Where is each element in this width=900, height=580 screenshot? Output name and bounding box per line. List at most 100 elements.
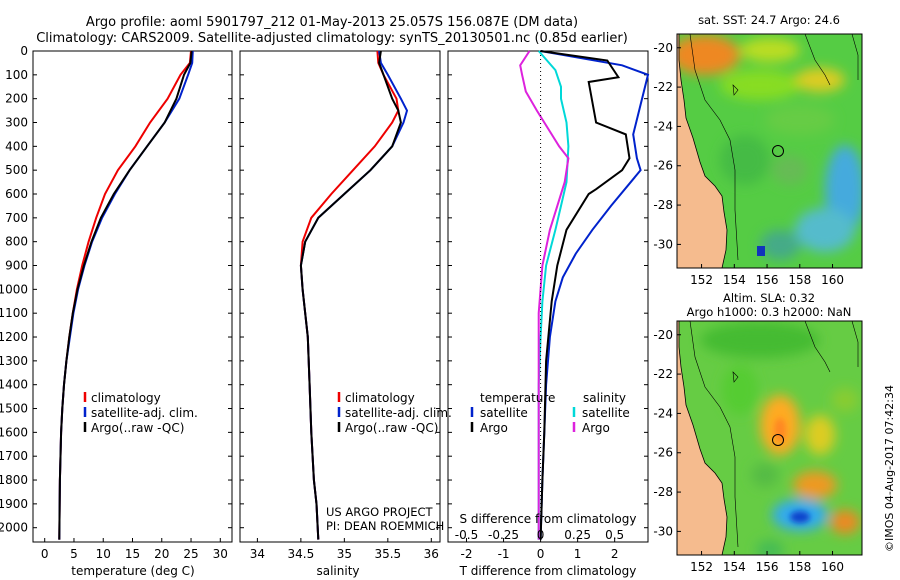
- pi-label: PI: DEAN ROEMMICH: [326, 519, 444, 533]
- reef-contour-2: [851, 321, 859, 367]
- s-diff-tick-label: -0.5: [455, 528, 478, 542]
- s-difference-xlabel: S difference from climatology: [460, 512, 637, 526]
- salinity-line-argo: [299, 50, 402, 540]
- x-tick-label: 35: [337, 547, 352, 561]
- legend-label-climatology: climatology: [345, 391, 415, 405]
- map-x-tick-label: 156: [756, 273, 779, 287]
- depth-tick-label: 1600: [0, 425, 28, 439]
- map2-y-axis: -20 -22 -24 -26 -28 -30: [653, 328, 681, 538]
- x-tick-label: 2: [611, 547, 619, 561]
- x-tick-label: 35.5: [374, 547, 401, 561]
- depth-tick-label: 1200: [0, 330, 28, 344]
- map-y-tick-label: -26: [653, 159, 673, 173]
- map-x-tick-label: 160: [821, 560, 844, 574]
- depth-tick-label: 1700: [0, 449, 28, 463]
- temperature-line-satellite-adj: [58, 50, 194, 540]
- depth-tick-label: 1000: [0, 282, 28, 296]
- x-tick-label: 30: [213, 547, 228, 561]
- depth-tick-label: 400: [5, 139, 28, 153]
- map-x-tick-label: 152: [690, 560, 713, 574]
- x-tick-label: -2: [461, 547, 473, 561]
- t-diff-satellite-line: [539, 50, 650, 540]
- map-y-tick-label: -22: [653, 367, 673, 381]
- temperature-x-axis: 0 5 10 15 20 25 30: [41, 538, 228, 561]
- difference-series: [519, 50, 650, 540]
- map-y-tick-label: -30: [653, 524, 673, 538]
- s-diff-tick-label: 0: [537, 528, 545, 542]
- depth-tick-label: 1800: [0, 473, 28, 487]
- map-y-tick-label: -28: [653, 198, 673, 212]
- map2-x-axis: 152 154 156 158 160: [690, 551, 844, 574]
- title-line2: Climatology: CARS2009. Satellite-adjuste…: [36, 31, 628, 46]
- difference-x-axis: -2 -1 0 1 2: [461, 538, 619, 561]
- map1-frame: [676, 33, 863, 269]
- map1-x-axis: 152 154 156 158 160: [690, 264, 844, 287]
- x-tick-label: 36: [424, 547, 439, 561]
- map-y-tick-label: -24: [653, 406, 673, 420]
- s-diff-argo-line: [519, 50, 570, 540]
- map2-title1: Altim. SLA: 0.32: [723, 291, 815, 305]
- x-tick-label: 25: [183, 547, 198, 561]
- island: [732, 84, 739, 96]
- map-y-tick-label: -24: [653, 119, 673, 133]
- map-y-tick-label: -20: [653, 41, 673, 55]
- map-x-tick-label: 158: [788, 560, 811, 574]
- temperature-xlabel: temperature (deg C): [71, 564, 194, 578]
- map-x-tick-label: 154: [723, 273, 746, 287]
- x-tick-label: -1: [498, 547, 510, 561]
- salinity-series: [299, 50, 409, 540]
- legend-label-t-satellite: satellite: [480, 406, 528, 420]
- depth-tick-label: 900: [5, 259, 28, 273]
- reef-contour: [804, 34, 831, 86]
- depth-tick-label: 300: [5, 116, 28, 130]
- depth-tick-label: 1400: [0, 378, 28, 392]
- legend-label-climatology: climatology: [91, 391, 161, 405]
- shelf-contour: [689, 321, 739, 548]
- x-tick-label: 34: [250, 547, 265, 561]
- map-y-tick-label: -22: [653, 80, 673, 94]
- legend-label-s-argo: Argo: [582, 421, 610, 435]
- island: [732, 371, 739, 383]
- salinity-legend: climatology satellite-adj. clim. Argo(..…: [337, 391, 452, 435]
- sla-map: [677, 321, 862, 555]
- temperature-line-climatology: [58, 50, 192, 540]
- map-x-tick-label: 156: [756, 560, 779, 574]
- project-label: US ARGO PROJECT: [326, 505, 434, 519]
- depth-tick-label: 2000: [0, 521, 28, 535]
- s-diff-tick-label: -0.25: [488, 528, 519, 542]
- float-position-marker: [772, 434, 784, 446]
- depth-tick-label: 1900: [0, 497, 28, 511]
- salinity-difference-axis: -0.5 -0.25 0 0.25 0.5: [455, 528, 624, 542]
- temperature-series: [58, 50, 194, 540]
- depth-tick-label: 1100: [0, 306, 28, 320]
- map1-title: sat. SST: 24.7 Argo: 24.6: [698, 13, 840, 27]
- legend-label-satellite: satellite-adj. clim.: [345, 406, 452, 420]
- map-x-tick-label: 152: [690, 273, 713, 287]
- depth-tick-label: 600: [5, 187, 28, 201]
- cold-spot: [757, 246, 765, 256]
- legend-label-s-satellite: satellite: [582, 406, 630, 420]
- difference-panel: [447, 50, 649, 543]
- x-tick-label: 0: [41, 547, 49, 561]
- x-tick-label: 10: [96, 547, 111, 561]
- map-y-tick-label: -28: [653, 485, 673, 499]
- legend-header-temperature: temperature: [480, 391, 555, 405]
- t-diff-argo-line: [539, 50, 631, 540]
- map-x-tick-label: 160: [821, 273, 844, 287]
- x-tick-label: 34.5: [288, 547, 315, 561]
- legend-label-t-argo: Argo: [480, 421, 508, 435]
- map2-title2: Argo h1000: 0.3 h2000: NaN: [687, 305, 852, 319]
- land-australia: [677, 34, 728, 268]
- title-line1: Argo profile: aoml 5901797_212 01-May-20…: [86, 15, 578, 30]
- land-australia: [677, 321, 728, 555]
- shelf-contour: [689, 34, 739, 261]
- sst-map: [677, 34, 862, 268]
- map-y-tick-label: -20: [653, 328, 673, 342]
- legend-label-argo: Argo(..raw -QC): [91, 421, 184, 435]
- temperature-panel: [32, 50, 233, 543]
- map1-y-axis: -20 -22 -24 -26 -28 -30: [653, 41, 681, 251]
- s-diff-tick-label: 0.5: [605, 528, 624, 542]
- salinity-x-axis: 34 34.5 35 35.5 36: [250, 538, 439, 561]
- imos-watermark: ©IMOS 04-Aug-2017 07:42:34: [883, 385, 896, 552]
